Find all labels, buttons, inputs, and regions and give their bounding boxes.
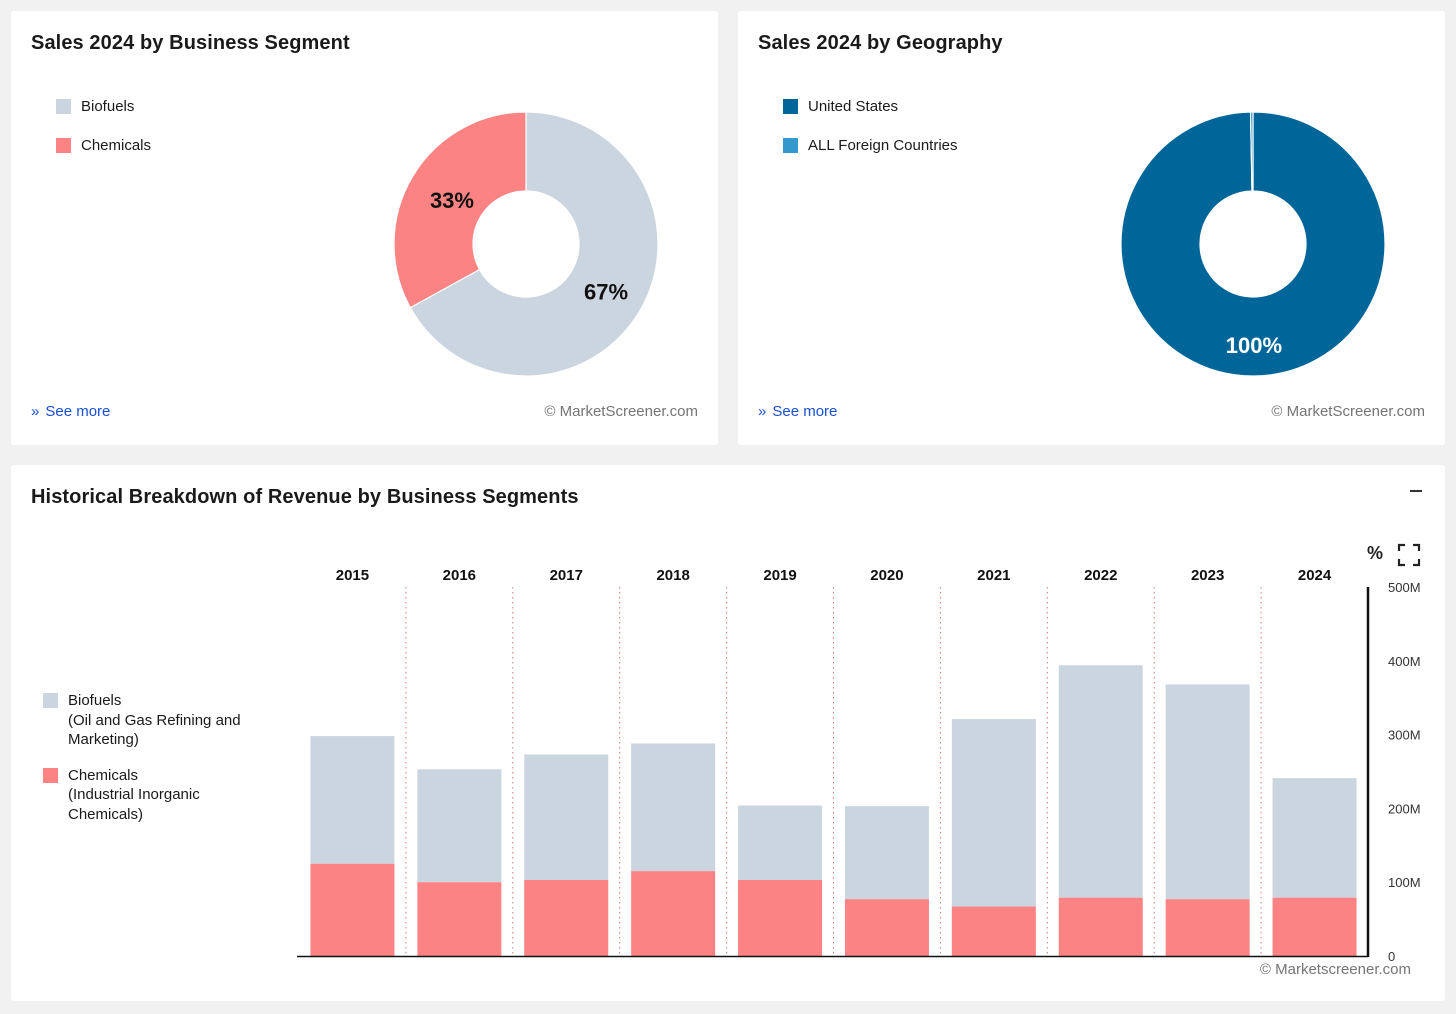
geography-legend: United States ALL Foreign Countries <box>783 97 958 175</box>
y-tick-label: 400M <box>1388 654 1421 669</box>
segment-donut-chart: 67% 33% <box>393 111 659 377</box>
legend-item-chemicals[interactable]: Chemicals (Industrial Inorganic Chemical… <box>43 766 241 825</box>
bar-chemicals-2017[interactable] <box>524 879 609 956</box>
historical-credit: © Marketscreener.com <box>1259 961 1411 978</box>
bar-biofuels-2023[interactable] <box>1165 684 1250 900</box>
bar-biofuels-2024[interactable] <box>1272 778 1357 898</box>
bar-chemicals-2021[interactable] <box>951 906 1036 956</box>
bar-chemicals-2024[interactable] <box>1272 897 1357 956</box>
geography-card: Sales 2024 by Geography United States AL… <box>738 11 1445 445</box>
minus-icon <box>1410 490 1422 492</box>
legend-line: Marketing) <box>68 731 139 748</box>
geography-credit: © MarketScreener.com <box>1271 403 1425 420</box>
legend-line: Biofuels <box>68 692 122 709</box>
bar-chemicals-2023[interactable] <box>1165 899 1250 956</box>
year-label: 2024 <box>1298 567 1332 584</box>
geography-donut-chart: 100% <box>1120 111 1386 377</box>
segment-card-title: Sales 2024 by Business Segment <box>31 32 350 54</box>
year-label: 2020 <box>870 567 903 584</box>
percent-toggle-button[interactable]: % <box>1366 543 1383 563</box>
bar-chemicals-2020[interactable] <box>844 899 929 956</box>
legend-swatch-united-states <box>783 98 798 114</box>
legend-swatch-chemicals <box>43 767 58 783</box>
year-label: 2017 <box>550 567 583 584</box>
bar-biofuels-2017[interactable] <box>524 754 609 880</box>
y-tick-label: 200M <box>1388 801 1421 816</box>
legend-label: United States <box>808 97 899 115</box>
year-label: 2022 <box>1084 567 1117 584</box>
legend-label: Biofuels <box>81 97 135 115</box>
legend-item-biofuels[interactable]: Biofuels (Oil and Gas Refining and Marke… <box>43 691 241 750</box>
y-tick-label: 500M <box>1388 580 1421 595</box>
legend-text: Biofuels (Oil and Gas Refining and Marke… <box>68 691 241 750</box>
bar-biofuels-2019[interactable] <box>738 805 823 880</box>
historical-card: Historical Breakdown of Revenue by Busin… <box>11 465 1445 1001</box>
legend-label: Chemicals <box>81 136 152 154</box>
bar-chemicals-2022[interactable] <box>1058 897 1143 956</box>
bar-chemicals-2016[interactable] <box>417 882 502 956</box>
legend-swatch-chemicals <box>56 137 71 153</box>
legend-line: Chemicals <box>68 766 139 784</box>
legend-swatch-biofuels <box>56 98 71 114</box>
donut-data-label: 67% <box>584 279 628 304</box>
legend-swatch-foreign-countries <box>783 137 798 153</box>
bar-biofuels-2021[interactable] <box>951 719 1036 907</box>
double-chevron-icon: » <box>31 403 40 420</box>
segment-credit: © MarketScreener.com <box>544 403 698 420</box>
donut-slice-all-foreign-countries[interactable] <box>1249 111 1254 192</box>
year-label: 2023 <box>1191 567 1224 584</box>
bar-chemicals-2015[interactable] <box>310 863 395 956</box>
see-more-label: See more <box>45 403 111 420</box>
collapse-button[interactable] <box>1407 481 1425 499</box>
legend-line: (Oil and Gas Refining and <box>68 711 241 729</box>
segment-see-more-link[interactable]: » See more <box>31 403 110 420</box>
legend-line: (Industrial Inorganic <box>68 786 200 803</box>
bar-chemicals-2018[interactable] <box>631 871 716 956</box>
bar-biofuels-2020[interactable] <box>844 806 929 900</box>
y-tick-label: 0 <box>1388 949 1395 964</box>
historical-card-title: Historical Breakdown of Revenue by Busin… <box>31 486 579 508</box>
donut-slice-biofuels[interactable] <box>409 111 659 377</box>
donut-data-label: 100% <box>1226 333 1282 358</box>
bar-chemicals-2019[interactable] <box>738 879 823 956</box>
legend-item-chemicals[interactable]: Chemicals <box>56 136 151 154</box>
legend-label: ALL Foreign Countries <box>808 136 958 154</box>
year-label: 2018 <box>656 567 689 584</box>
year-label: 2019 <box>763 567 796 584</box>
geography-see-more-link[interactable]: » See more <box>758 403 837 420</box>
segment-card: Sales 2024 by Business Segment Biofuels … <box>11 11 718 445</box>
donut-slice-united-states[interactable] <box>1120 111 1386 377</box>
bar-biofuels-2015[interactable] <box>310 736 395 864</box>
bar-biofuels-2022[interactable] <box>1058 665 1143 898</box>
bar-biofuels-2018[interactable] <box>631 743 716 872</box>
donut-slice-chemicals[interactable] <box>393 111 527 309</box>
year-label: 2015 <box>336 567 369 584</box>
expand-icon <box>1397 543 1421 567</box>
legend-line: Chemicals) <box>68 805 144 823</box>
legend-item-biofuels[interactable]: Biofuels <box>56 97 151 115</box>
fullscreen-button[interactable] <box>1397 543 1421 567</box>
geography-card-title: Sales 2024 by Geography <box>758 32 1003 54</box>
donut-data-label: 33% <box>430 188 474 213</box>
historical-legend: Biofuels (Oil and Gas Refining and Marke… <box>43 691 241 840</box>
legend-item-united-states[interactable]: United States <box>783 97 958 115</box>
legend-text: Chemicals (Industrial Inorganic Chemical… <box>68 766 200 825</box>
segment-legend: Biofuels Chemicals <box>56 97 151 175</box>
double-chevron-icon: » <box>758 403 767 420</box>
year-label: 2021 <box>977 567 1010 584</box>
y-tick-label: 100M <box>1388 875 1421 890</box>
legend-swatch-biofuels <box>43 693 58 708</box>
see-more-label: See more <box>772 403 838 420</box>
legend-item-foreign-countries[interactable]: ALL Foreign Countries <box>783 136 958 154</box>
bar-biofuels-2016[interactable] <box>417 769 502 883</box>
historical-bar-chart: 2015 2016 2017 2018 2019 2020 2021 2022 2023 2024… <box>297 567 1421 964</box>
year-label: 2016 <box>443 567 476 584</box>
y-tick-label: 300M <box>1388 728 1421 743</box>
